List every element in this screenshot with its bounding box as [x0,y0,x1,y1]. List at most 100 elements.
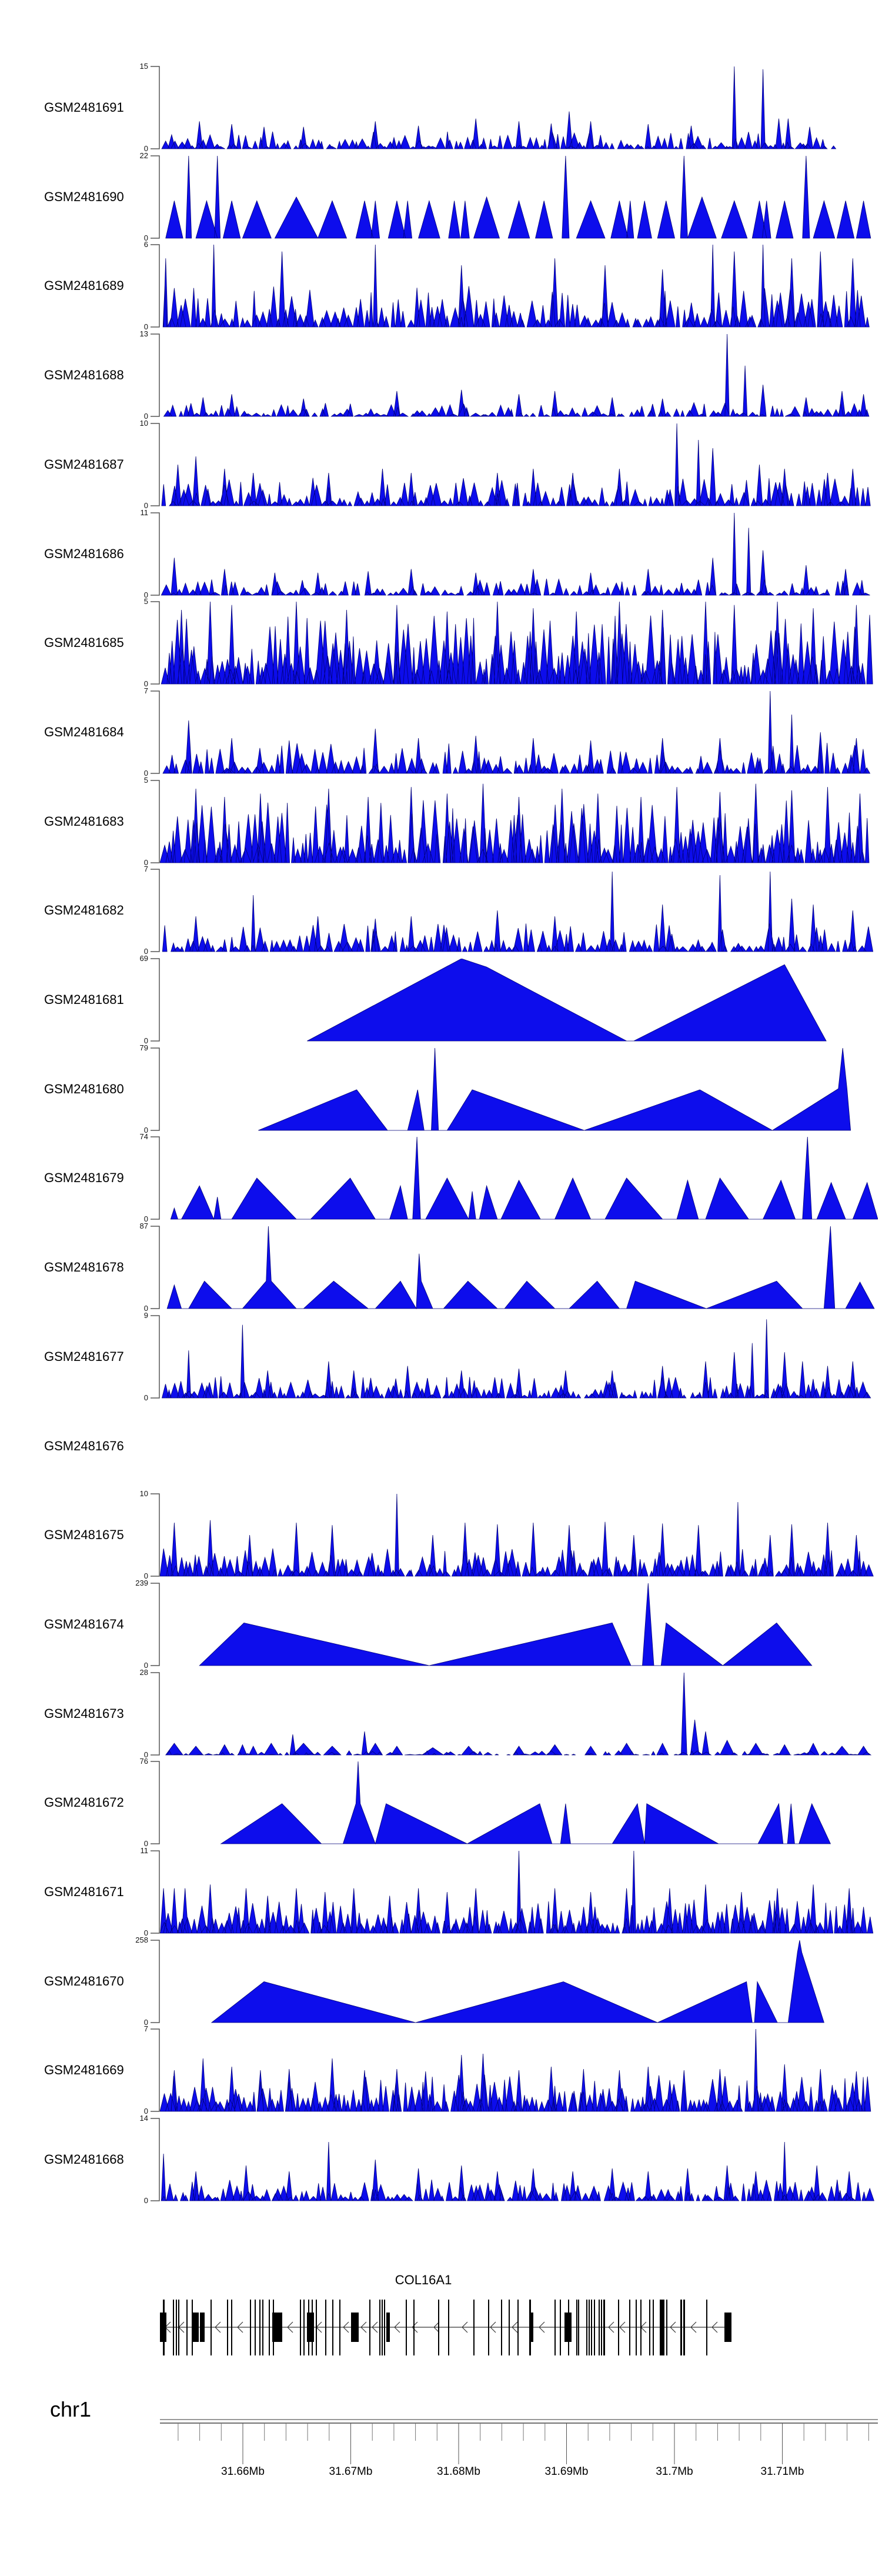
exon-box [509,2300,510,2355]
yaxis-bracket-line [151,333,160,417]
track-label: GSM2481684 [44,724,124,739]
track-ymax-label: 9 [143,1310,148,1320]
track-yaxis-bracket [151,423,160,506]
track-ymin-label: 0 [143,1125,148,1134]
track-plot [160,1851,874,1934]
track-plot [162,690,871,774]
exon-box [636,2300,637,2355]
track-ymin-label: 0 [143,2107,148,2116]
exon-box [351,2313,359,2342]
exon-box [568,2300,569,2355]
track-ymin-label: 0 [143,233,148,242]
exon-box [666,2300,667,2355]
track-plot [199,1583,813,1666]
exon-box [589,2300,590,2355]
track-plot [170,1137,878,1220]
track-plot [160,783,870,863]
track-plot [160,1494,874,1577]
track-plot [161,1319,871,1399]
axis-tick-label: 31.67Mb [329,2465,373,2478]
track-plot [161,423,871,506]
exon-box [173,2300,174,2355]
exon-box [603,2300,605,2355]
exon-box [413,2300,415,2355]
track-ymin-label: 0 [143,500,148,510]
coverage-area [160,783,870,863]
track-yaxis-bracket [151,512,160,596]
exon-box [272,2313,282,2342]
coverage-area [166,1226,875,1310]
exon-box [300,2300,301,2355]
strand-arrow-left-icon [237,2321,243,2333]
track-label: GSM2481671 [44,1884,124,1899]
coverage-area [165,155,871,239]
track-plot [163,334,870,417]
track-ymax-label: 15 [139,62,148,71]
strand-arrow-left-icon [711,2321,718,2333]
exon-box [312,2300,313,2355]
coverage-area [161,602,873,685]
axis-tick-label: 31.7Mb [656,2465,693,2478]
track-yaxis-bracket [151,1136,160,1220]
coverage-area [162,245,870,328]
track-label: GSM2481678 [44,1260,124,1275]
track-plot [307,959,827,1042]
track-label: GSM2481673 [44,1706,124,1721]
track-label: GSM2481685 [44,635,124,650]
yaxis-bracket-line [151,244,160,328]
track-ymin-label: 0 [143,947,148,956]
yaxis-bracket-line [151,1939,160,2023]
strand-arrow-left-icon [412,2321,418,2333]
yaxis-bracket-line [151,66,160,149]
track-yaxis-bracket [151,1583,160,1666]
coverage-area [199,1583,813,1666]
yaxis-bracket-line [151,2028,160,2113]
exon-box [178,2300,179,2355]
track-ymin-label: 0 [143,1750,148,1759]
track-ymin-label: 0 [143,1214,148,1224]
axis-tick-label: 31.69Mb [544,2465,589,2478]
track-ymin-label: 0 [143,2196,148,2205]
track-yaxis-bracket [151,690,160,774]
track-ymax-label: 7 [143,2024,148,2034]
strand-arrow-left-icon [490,2321,496,2333]
strand-arrow-left-icon [539,2321,545,2333]
exon-box [680,2300,682,2355]
track-label: GSM2481683 [44,813,124,829]
track-ymax-label: 74 [139,1132,148,1142]
track-label: GSM2481682 [44,903,124,918]
exon-box [406,2300,407,2355]
track-yaxis-bracket [151,601,160,685]
track-ymax-label: 28 [139,1667,148,1677]
yaxis-bracket-line [151,1136,160,1220]
track-label: GSM2481677 [44,1349,124,1364]
track-ymax-label: 6 [143,240,148,249]
track-plot [220,1761,831,1845]
exon-box [706,2300,707,2355]
track-ymin-label: 0 [143,1928,148,1937]
track-label: GSM2481687 [44,456,124,472]
coverage-area [161,1319,871,1399]
strand-arrow-left-icon [608,2321,614,2333]
track-ymax-label: 7 [143,686,148,695]
exon-box [660,2300,664,2355]
track-ymin-label: 0 [143,322,148,332]
yaxis-bracket-line [151,1671,160,1756]
exon-box [448,2300,449,2355]
track-yaxis-bracket [151,1671,160,1756]
exon-box [594,2300,595,2355]
coverage-area [220,1761,831,1845]
exon-box [530,2313,533,2342]
track-ymin-label: 0 [143,590,148,599]
exon-box [438,2300,439,2355]
exon-box [384,2300,385,2355]
coverage-area [307,959,827,1042]
yaxis-bracket-line [151,1047,160,1131]
exon-box [591,2300,592,2355]
exon-box [332,2300,333,2355]
track-yaxis-bracket [151,869,160,953]
exon-box [200,2313,205,2342]
exon-box [386,2313,390,2342]
track-plot [161,66,837,149]
exon-box [586,2300,587,2355]
